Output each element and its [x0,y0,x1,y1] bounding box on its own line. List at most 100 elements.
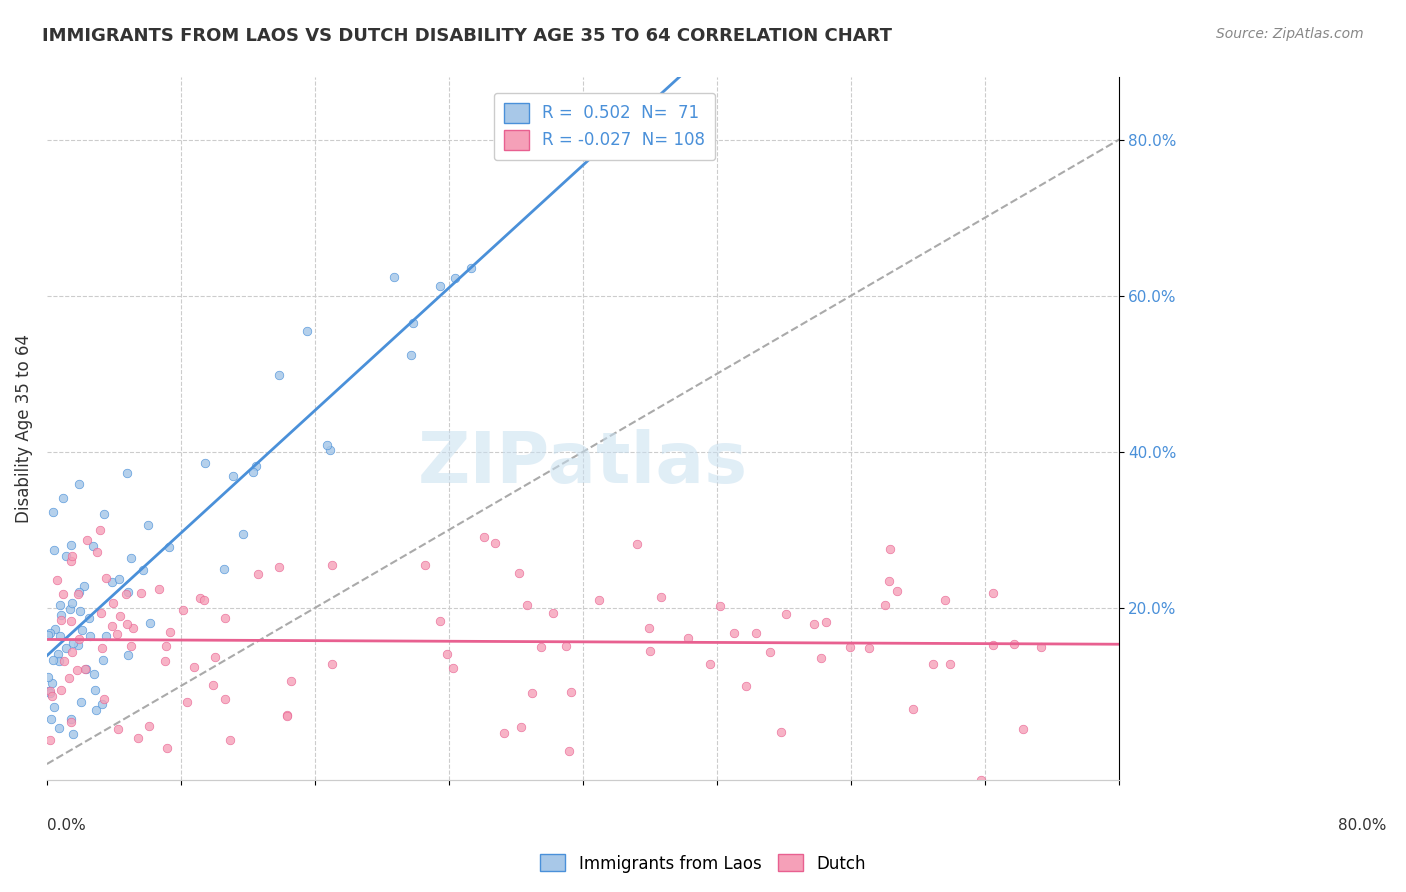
Point [222,468,245,483]
Point [76,533,98,548]
Point [127,731,149,745]
Point [267,560,290,574]
Point [232,527,254,541]
Point [297,324,319,338]
Point [69,695,91,709]
Point [443,661,465,675]
Point [44,700,66,714]
Point [276,709,298,723]
Point [838,640,860,655]
Point [66,663,89,677]
Point [75,662,97,676]
Point [37,670,59,684]
Point [93,692,115,706]
Point [460,260,482,275]
Point [49,613,72,627]
Point [803,617,825,632]
Point [51,607,73,622]
Point [981,585,1004,599]
Point [520,686,543,700]
Point [77,611,100,625]
Point [55,549,77,564]
Point [41,689,63,703]
Point [541,606,564,620]
Legend: R =  0.502  N=  71, R = -0.027  N= 108: R = 0.502 N= 71, R = -0.027 N= 108 [494,93,714,161]
Point [484,536,506,550]
Point [90,606,112,620]
Point [59,614,82,628]
Point [723,625,745,640]
Point [39,686,62,700]
Point [38,733,60,747]
Point [107,722,129,736]
Point [172,603,194,617]
Point [59,538,82,552]
Point [246,567,269,582]
Point [69,604,91,618]
Point [42,505,65,519]
Point [745,625,768,640]
Point [557,744,579,758]
Point [204,650,226,665]
Point [153,653,176,667]
Text: 80.0%: 80.0% [1339,818,1386,833]
Point [62,636,84,650]
Point [86,545,108,559]
Point [60,715,83,730]
Point [82,539,104,553]
Point [41,676,63,690]
Point [699,657,721,671]
Point [637,621,659,635]
Point [38,684,60,698]
Point [759,645,782,659]
Point [66,638,89,652]
Point [39,626,62,640]
Point [202,678,225,692]
Point [101,574,124,589]
Point [52,587,75,601]
Point [810,650,832,665]
Point [492,725,515,739]
Point [709,599,731,614]
Point [193,593,215,607]
Point [267,368,290,383]
Point [981,639,1004,653]
Point [60,596,83,610]
Point [45,573,67,587]
Point [53,654,76,668]
Point [1031,640,1053,654]
Point [49,598,72,612]
Point [155,640,177,654]
Point [1002,637,1025,651]
Legend: Immigrants from Laos, Dutch: Immigrants from Laos, Dutch [533,847,873,880]
Point [530,640,553,655]
Point [560,685,582,699]
Point [321,558,343,572]
Point [108,572,131,586]
Point [131,563,153,577]
Point [814,615,837,629]
Point [879,574,901,589]
Point [55,641,77,656]
Point [115,617,138,632]
Point [775,607,797,622]
Point [37,627,59,641]
Point [402,316,425,330]
Point [49,682,72,697]
Point [678,632,700,646]
Point [939,657,962,672]
Point [103,596,125,610]
Point [58,671,80,685]
Point [84,703,107,717]
Point [903,701,925,715]
Point [44,542,66,557]
Point [67,476,90,491]
Point [638,644,661,658]
Point [588,592,610,607]
Point [1012,722,1035,736]
Point [37,684,59,698]
Point [122,621,145,635]
Y-axis label: Disability Age 35 to 64: Disability Age 35 to 64 [15,334,32,523]
Point [91,653,114,667]
Point [60,549,83,563]
